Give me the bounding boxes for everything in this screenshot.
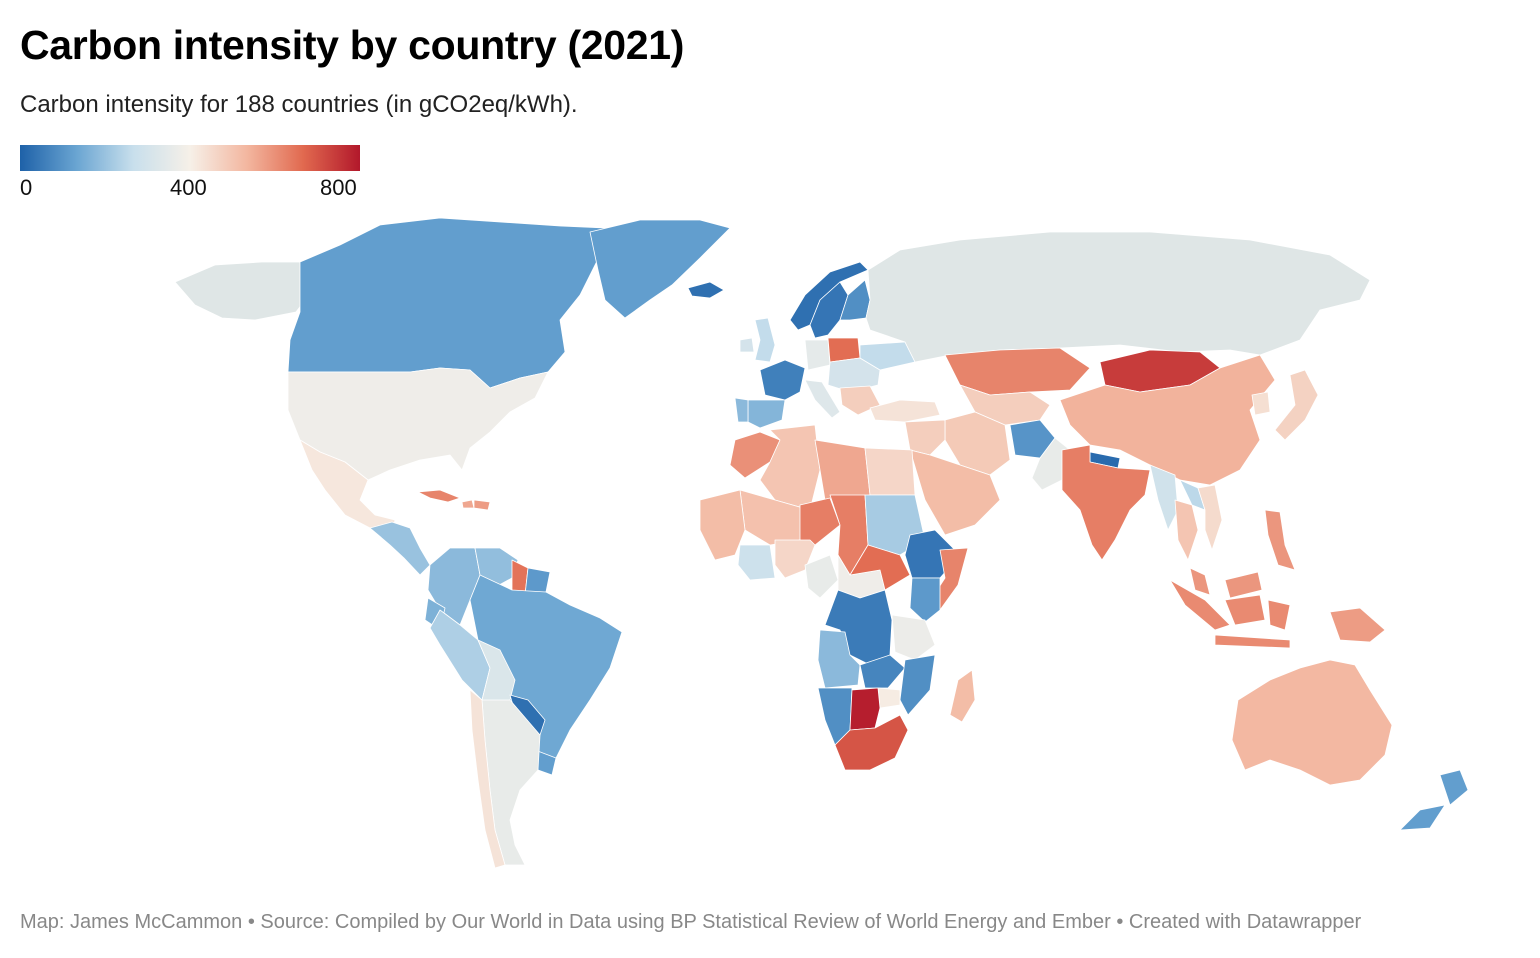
region-china[interactable] [1059,354,1276,486]
region-libya[interactable] [814,439,871,501]
region-india[interactable] [1061,444,1151,561]
region-indonesia[interactable] [1169,579,1291,649]
region-dominican-republic[interactable] [473,499,491,511]
region-australia[interactable] [1231,659,1393,786]
region-chile[interactable] [469,689,506,869]
region-spain[interactable] [747,399,786,429]
region-russia[interactable] [865,231,1371,363]
region-norway[interactable] [789,261,869,331]
region-mozambique[interactable] [899,654,936,716]
legend-tick-mid: 400 [170,175,207,200]
region-canada[interactable] [287,217,606,389]
region-new-zealand[interactable] [1399,769,1469,831]
region-myanmar[interactable] [1149,464,1179,531]
region-zambia[interactable] [859,654,906,689]
region-central-america[interactable] [369,521,431,576]
region-ireland[interactable] [739,337,755,353]
region-middle-east[interactable] [904,419,946,456]
region-cameroon[interactable] [804,554,839,599]
region-turkey[interactable] [869,399,941,423]
region-angola[interactable] [817,629,861,689]
region-germany[interactable] [804,339,831,371]
legend-tick-min: 0 [20,175,33,200]
region-italy[interactable] [804,379,841,419]
region-south-africa[interactable] [834,714,909,771]
region-arabian-peninsula[interactable] [909,449,1001,536]
region-niger[interactable] [799,497,841,546]
region-ghana[interactable] [737,544,776,581]
region-iceland[interactable] [687,281,725,299]
region-ukraine[interactable] [859,341,916,371]
region-france[interactable] [759,359,806,401]
map-title: Carbon intensity by country (2021) [20,22,685,68]
region-madagascar[interactable] [949,669,976,723]
region-nigeria[interactable] [774,539,816,579]
region-portugal[interactable] [734,397,749,423]
map-subtitle: Carbon intensity for 188 countries (in g… [20,91,578,118]
legend-tick-max: 800 [320,175,357,200]
region-alaska[interactable] [174,261,306,321]
region-malaysia[interactable] [1189,567,1263,599]
region-united-kingdom[interactable] [754,317,776,363]
region-korea[interactable] [1251,391,1271,416]
world-map [174,217,1469,869]
region-haiti[interactable] [461,499,475,509]
region-iran[interactable] [944,411,1011,476]
region-greenland[interactable] [589,219,731,319]
region-cuba[interactable] [417,489,461,503]
region-egypt[interactable] [864,447,916,496]
region-papua-new-guinea[interactable] [1329,607,1386,643]
region-botswana[interactable] [849,687,881,731]
region-japan[interactable] [1274,369,1319,441]
legend-gradient-bar [20,145,360,171]
region-west-africa[interactable] [699,489,746,561]
region-mexico[interactable] [299,439,396,535]
region-tanzania[interactable] [891,614,936,661]
region-thailand[interactable] [1174,499,1199,561]
region-philippines[interactable] [1264,509,1296,571]
map-footer-credits: Map: James McCammon • Source: Compiled b… [20,911,1362,933]
color-legend: 0 400 800 [20,145,360,200]
region-vietnam[interactable] [1197,484,1223,551]
region-zimbabwe[interactable] [877,687,901,709]
region-kenya[interactable] [909,577,941,623]
